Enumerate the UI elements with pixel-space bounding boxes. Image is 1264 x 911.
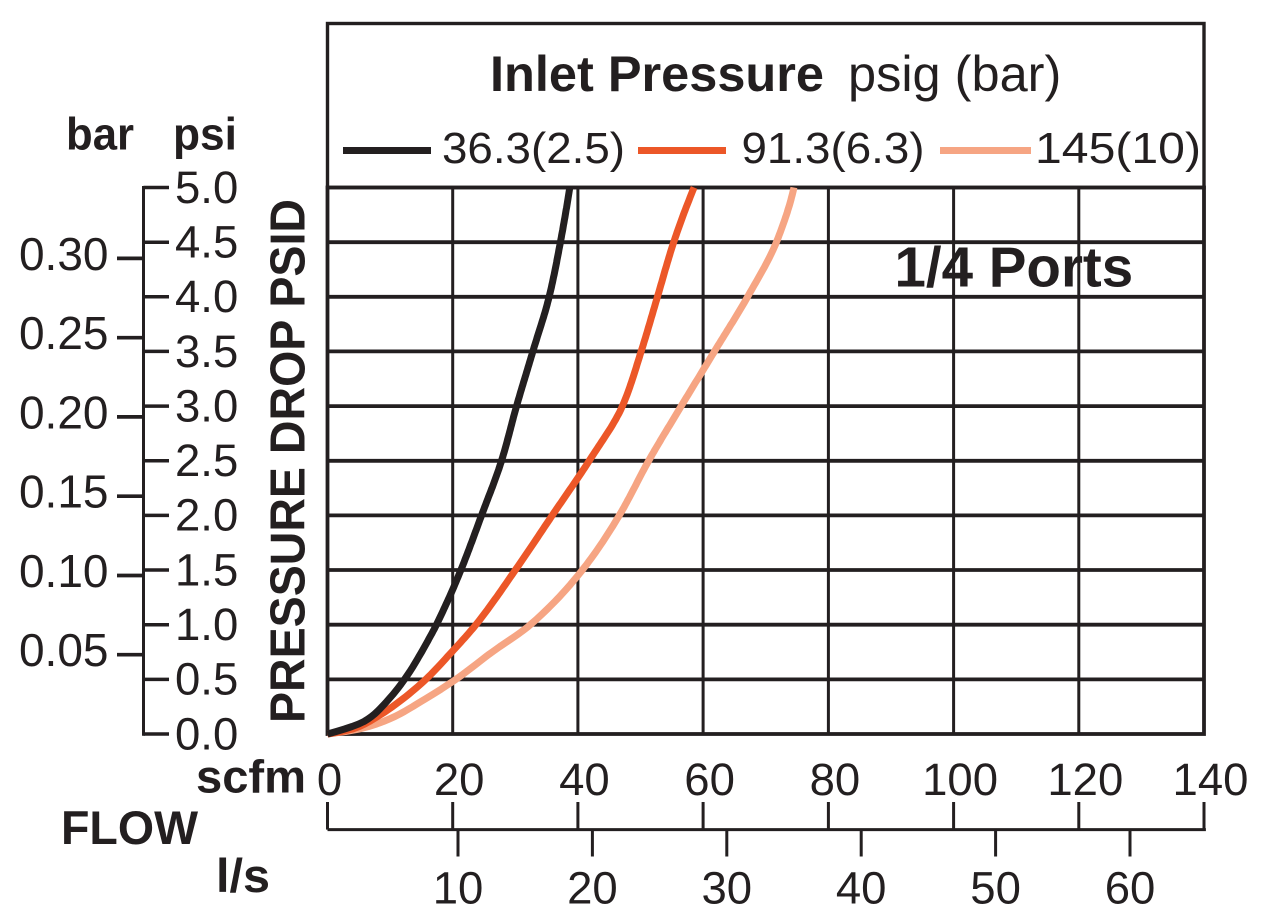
- svg-text:40: 40: [836, 863, 887, 911]
- svg-text:1.0: 1.0: [175, 599, 238, 650]
- svg-text:psi: psi: [173, 109, 237, 160]
- svg-text:20: 20: [434, 754, 485, 805]
- svg-text:36.3(2.5): 36.3(2.5): [442, 124, 625, 173]
- svg-text:10: 10: [433, 863, 484, 911]
- svg-text:1/4 Ports: 1/4 Ports: [895, 236, 1134, 299]
- svg-text:50: 50: [970, 863, 1021, 911]
- svg-text:bar: bar: [66, 109, 134, 160]
- svg-text:0.25: 0.25: [19, 307, 109, 359]
- svg-text:80: 80: [810, 754, 861, 805]
- svg-text:100: 100: [922, 754, 998, 805]
- svg-text:4.0: 4.0: [175, 271, 238, 322]
- svg-text:91.3(6.3): 91.3(6.3): [742, 124, 925, 173]
- svg-text:l/s: l/s: [216, 849, 270, 902]
- svg-text:0.30: 0.30: [19, 228, 109, 280]
- svg-text:5.0: 5.0: [175, 162, 238, 213]
- svg-text:0: 0: [317, 754, 342, 805]
- svg-text:4.5: 4.5: [175, 216, 238, 267]
- svg-text:PRESSURE DROP PSID: PRESSURE DROP PSID: [262, 199, 316, 723]
- svg-text:120: 120: [1047, 754, 1123, 805]
- svg-text:30: 30: [701, 863, 752, 911]
- svg-text:140: 140: [1173, 754, 1249, 805]
- svg-text:0.05: 0.05: [19, 624, 109, 676]
- svg-text:2.5: 2.5: [175, 435, 238, 486]
- svg-text:0.0: 0.0: [175, 708, 238, 759]
- svg-text:scfm: scfm: [196, 751, 306, 803]
- svg-text:2.0: 2.0: [175, 490, 238, 541]
- svg-text:40: 40: [559, 754, 610, 805]
- svg-text:3.0: 3.0: [175, 380, 238, 431]
- svg-text:0.20: 0.20: [19, 386, 109, 438]
- svg-text:3.5: 3.5: [175, 326, 238, 377]
- svg-text:60: 60: [1105, 863, 1156, 911]
- svg-text:1.5: 1.5: [175, 544, 238, 595]
- svg-text:145(10): 145(10): [1035, 124, 1201, 173]
- svg-text:20: 20: [567, 863, 618, 911]
- svg-text:0.15: 0.15: [19, 466, 109, 518]
- svg-text:0.10: 0.10: [19, 545, 109, 597]
- svg-text:60: 60: [684, 754, 735, 805]
- svg-text:FLOW: FLOW: [61, 801, 199, 854]
- svg-text:0.5: 0.5: [175, 654, 238, 705]
